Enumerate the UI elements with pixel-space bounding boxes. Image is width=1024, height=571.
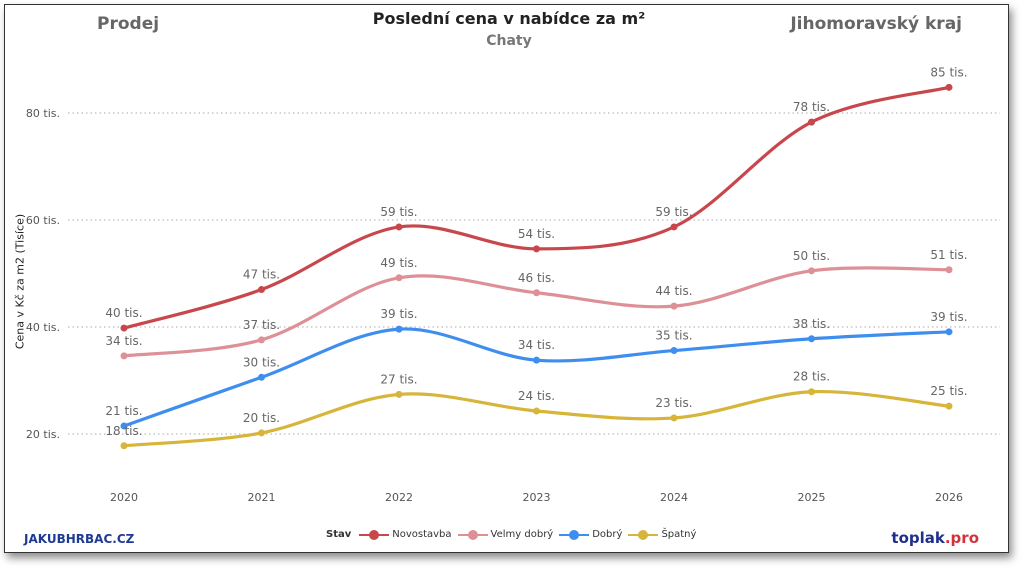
data-label: 50 tis. xyxy=(793,249,830,263)
legend-label: Dobrý xyxy=(592,529,623,540)
chart-frame xyxy=(4,4,1009,553)
data-point xyxy=(258,336,265,344)
data-label: 21 tis. xyxy=(105,404,142,418)
legend-item[interactable]: Dobrý xyxy=(559,529,622,540)
data-label: 40 tis. xyxy=(105,306,142,320)
x-tick-label: 2024 xyxy=(660,491,688,504)
data-point xyxy=(395,325,403,333)
data-label: 46 tis. xyxy=(518,271,555,285)
data-point xyxy=(258,373,265,381)
data-label: 54 tis. xyxy=(518,227,555,241)
x-tick-label: 2025 xyxy=(798,491,826,504)
legend-label: Novostavba xyxy=(392,529,452,540)
data-point xyxy=(945,266,953,274)
y-tick-label: 80 tis. xyxy=(26,107,60,120)
data-point xyxy=(120,422,128,430)
x-tick-label: 2020 xyxy=(110,491,138,504)
data-point xyxy=(395,274,403,282)
data-label: 59 tis. xyxy=(655,205,692,219)
legend-swatch-icon xyxy=(628,529,659,540)
data-point xyxy=(808,118,815,126)
data-label: 49 tis. xyxy=(380,256,417,270)
data-point xyxy=(395,223,403,231)
data-point xyxy=(670,223,678,231)
data-point xyxy=(533,356,540,364)
x-tick-label: 2022 xyxy=(385,491,413,504)
toplak-brand-suffix: .pro xyxy=(944,529,979,547)
data-label: 38 tis. xyxy=(793,317,830,331)
legend-swatch-icon xyxy=(559,529,590,540)
region-label: Jihomoravský kraj xyxy=(790,14,962,34)
data-point xyxy=(258,429,265,437)
data-label: 23 tis. xyxy=(655,396,692,410)
data-point xyxy=(808,388,815,396)
data-label: 39 tis. xyxy=(930,310,967,324)
data-label: 34 tis. xyxy=(518,338,555,352)
legend-swatch-icon xyxy=(457,529,488,540)
data-label: 20 tis. xyxy=(243,411,280,425)
data-label: 51 tis. xyxy=(930,248,967,262)
y-tick-label: 20 tis. xyxy=(26,428,60,441)
data-label: 27 tis. xyxy=(380,372,417,386)
toplak-brand-main: toplak xyxy=(891,529,945,547)
chart-title: Poslední cena v nabídce za m² xyxy=(372,9,646,28)
y-tick-label: 40 tis. xyxy=(26,321,60,334)
legend-label: Velmy dobrý xyxy=(490,529,554,540)
data-point xyxy=(120,324,128,332)
data-label: 25 tis. xyxy=(930,384,967,398)
legend-item[interactable]: Velmy dobrý xyxy=(457,529,554,540)
data-point xyxy=(533,245,540,253)
data-point xyxy=(808,267,815,275)
legend-item[interactable]: Špatný xyxy=(628,529,696,540)
transaction-type-label: Prodej xyxy=(97,14,160,34)
data-point xyxy=(120,352,128,360)
data-point xyxy=(945,83,953,91)
chart-subtitle: Chaty xyxy=(486,33,532,49)
data-label: 28 tis. xyxy=(793,370,830,384)
data-label: 18 tis. xyxy=(105,424,142,438)
data-label: 85 tis. xyxy=(930,65,967,79)
y-tick-label: 60 tis. xyxy=(26,214,60,227)
data-label: 47 tis. xyxy=(243,268,280,282)
data-point xyxy=(945,328,953,336)
jakubhrbac-brand: JAKUBHRBAC.CZ xyxy=(24,532,135,546)
x-tick-label: 2026 xyxy=(935,491,963,504)
legend-label: Špatný xyxy=(661,529,697,540)
data-label: 37 tis. xyxy=(243,318,280,332)
legend-swatch-icon xyxy=(359,529,390,540)
data-point xyxy=(670,302,678,310)
data-point xyxy=(395,390,403,398)
data-label: 24 tis. xyxy=(518,389,555,403)
data-label: 39 tis. xyxy=(380,307,417,321)
x-tick-label: 2023 xyxy=(523,491,551,504)
data-point xyxy=(533,289,540,297)
data-label: 44 tis. xyxy=(655,284,692,298)
data-label: 30 tis. xyxy=(243,355,280,369)
x-tick-label: 2021 xyxy=(248,491,276,504)
data-point xyxy=(120,442,128,450)
data-point xyxy=(258,286,265,294)
data-point xyxy=(533,407,540,415)
data-label: 78 tis. xyxy=(793,100,830,114)
legend-title: Stav xyxy=(326,529,352,540)
data-point xyxy=(670,414,678,422)
data-label: 59 tis. xyxy=(380,205,417,219)
toplak-brand: toplak.pro xyxy=(891,529,979,547)
data-point xyxy=(945,402,953,410)
data-point xyxy=(808,335,815,343)
data-label: 34 tis. xyxy=(105,334,142,348)
data-label: 35 tis. xyxy=(655,329,692,343)
data-point xyxy=(670,347,678,355)
legend-item[interactable]: Novostavba xyxy=(359,529,452,540)
legend: Stav Novostavba Velmy dobrý Dobrý Špatný xyxy=(326,529,698,540)
